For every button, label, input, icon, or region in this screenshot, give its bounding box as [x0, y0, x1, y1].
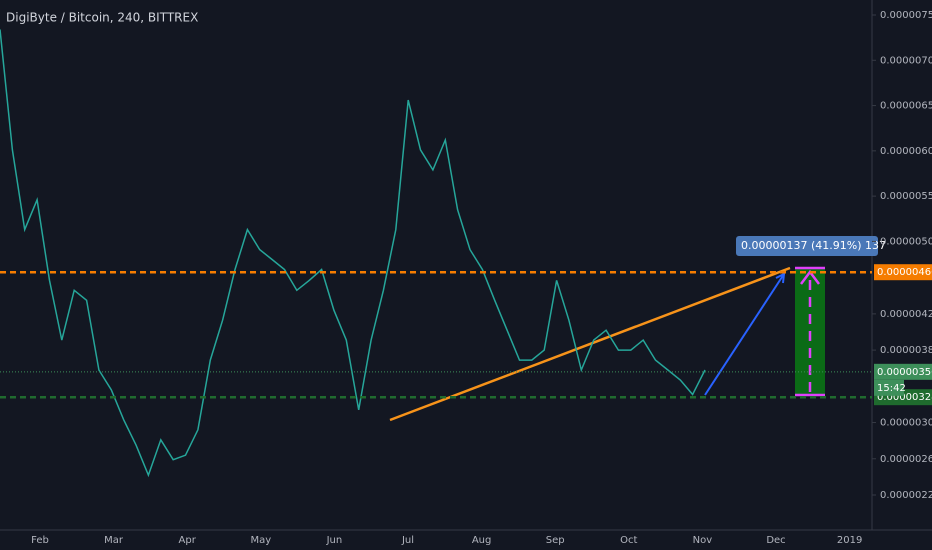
countdown-tag: [874, 379, 904, 396]
x-tick-label: Sep: [546, 535, 565, 546]
price-tag-label: 0.00000356: [877, 367, 932, 378]
countdown: 15:42: [877, 383, 906, 394]
x-tick-label: Mar: [104, 535, 124, 546]
annotation-box: [736, 236, 878, 256]
x-tick-label: Aug: [472, 535, 492, 546]
y-tick-label: 0.00000220: [880, 490, 932, 501]
chart-title: DigiByte / Bitcoin, 240, BITTREX: [6, 11, 198, 25]
x-tick-label: Jul: [401, 535, 414, 546]
price-tag: [874, 264, 932, 281]
x-tick-label: 2019: [837, 535, 862, 546]
price-tag-label: 0.00000328: [877, 392, 932, 403]
projection-arrow: [704, 273, 785, 396]
price-tag: [874, 363, 932, 380]
x-tick-label: May: [250, 535, 271, 546]
x-tick-label: Oct: [620, 535, 637, 546]
x-tick-label: Jun: [326, 535, 343, 546]
trend-line: [389, 266, 791, 422]
annotation: 0.00000137 (41.91%) 137: [741, 239, 886, 252]
arrow-head: [775, 272, 786, 284]
x-tick-label: Apr: [179, 535, 197, 546]
x-tick-label: Dec: [766, 535, 785, 546]
price-tag-label: 0.00000466: [877, 267, 932, 278]
price-line: [0, 29, 706, 478]
x-tick-label: Feb: [31, 535, 49, 546]
x-tick-label: Nov: [693, 535, 713, 546]
